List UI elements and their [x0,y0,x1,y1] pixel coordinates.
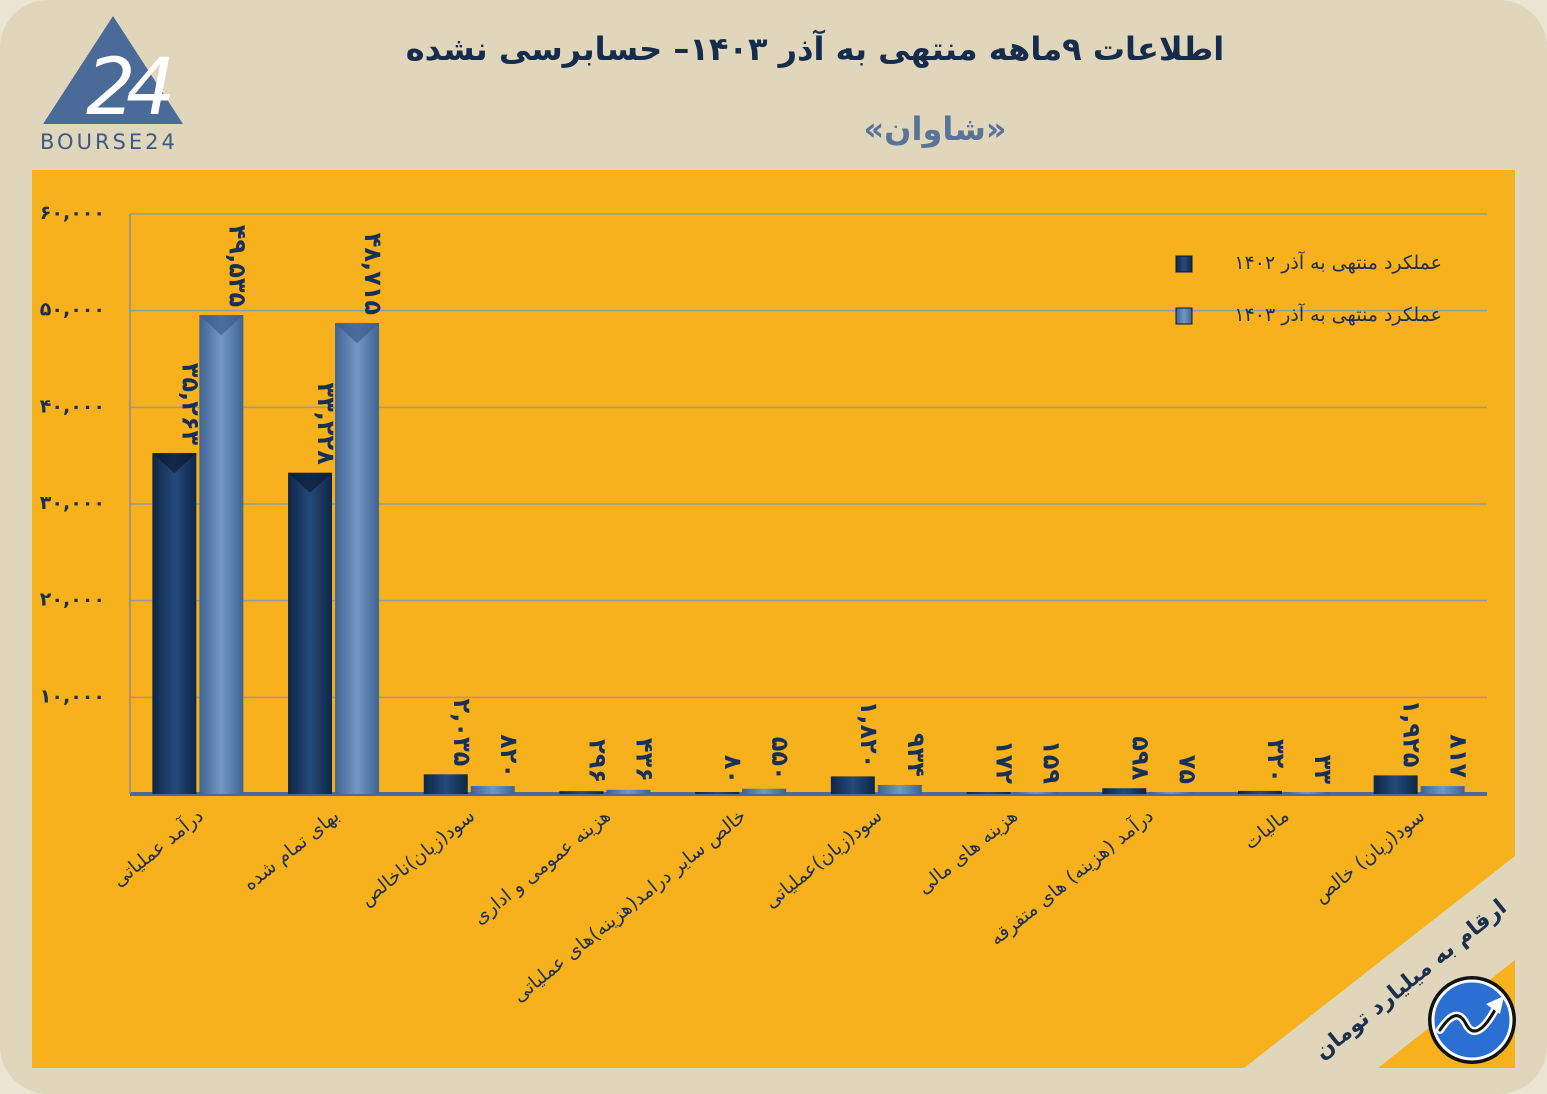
data-label: ۸۱۷ [1445,734,1473,778]
bar-1402 [1102,788,1147,794]
y-tick-label: ۶۰,۰۰۰ [40,202,105,224]
trend-arrow-badge-icon [1428,976,1516,1064]
bar-1403 [470,786,515,794]
bar-cap [288,472,333,493]
bar-cap [199,315,244,336]
logo-text: BOURSE24 [40,130,178,154]
data-label: ۷۵ [1173,755,1201,784]
page-title: اطلاعات ۹ماهه منتهی به آذر ۱۴۰۳– حسابرسی… [405,30,1225,68]
x-tick-label: هزینه های مالی [913,805,1022,899]
data-label: ۵۵۰ [766,737,794,781]
y-tick-label: ۲۰,۰۰۰ [40,589,105,611]
company-name: «شاوان» [863,110,1007,148]
svg-text:2: 2 [86,43,136,133]
data-label: ۳۲۰ [1262,739,1290,783]
bourse24-logo-icon: 2 4 [43,16,183,133]
data-label: ۱۷۲ [991,740,1019,784]
data-label: ۹۳۴ [902,733,930,777]
y-tick-label: ۴۰,۰۰۰ [40,395,105,417]
x-tick-label: سود(زیان) خالص [1310,805,1429,908]
bar-1403 [199,315,244,794]
y-tick-label: ۳۰,۰۰۰ [40,492,105,514]
legend-swatch [1175,255,1193,273]
data-label: ۲۹۶ [583,739,611,783]
bar-1402 [152,453,197,794]
bar-cap [152,453,197,474]
bar-1402 [423,774,468,794]
x-tick-label: مالیات [1240,805,1294,854]
bar-1403 [1284,792,1329,794]
data-label: ۴۳۶ [630,738,658,782]
y-tick-label: ۵۰,۰۰۰ [40,299,105,321]
svg-text:4: 4 [126,43,176,133]
bar-1403 [1149,792,1194,794]
bar-1403 [877,784,922,794]
data-label: ۳۳,۲۲۸ [312,382,340,465]
bar-1402 [1373,775,1418,794]
legend-label: عملکرد منتهی به آذر ۱۴۰۲ [1234,250,1442,274]
legend-label: عملکرد منتهی به آذر ۱۴۰۳ [1234,302,1442,326]
data-label: ۸۲۰ [495,734,523,778]
x-tick-label: خالص سایر درامد(هزینه)های عملیاتی [508,805,750,1007]
bar-1403 [1013,792,1058,794]
data-label: ۴۸,۷۱۵ [359,233,387,315]
bar-1402 [559,791,604,794]
x-tick-label: سود(زیان)عملیاتی [760,805,886,913]
data-label: ۱,۸۲۰ [855,701,883,769]
x-tick-label: درآمد عملیاتی [107,803,208,891]
legend-swatch [1175,307,1193,325]
x-tick-label: سود(زیان)ناخالص [356,805,479,911]
data-label: ۲,۰۳۵ [448,699,476,767]
y-tick-label: ۱۰,۰۰۰ [40,685,105,707]
bar-cap [335,323,380,344]
data-label: ۳۵,۲۶۳ [176,363,204,446]
data-label: ۵۹۸ [1126,736,1154,780]
bar-1403 [606,789,651,794]
bar-1402 [695,792,740,794]
bar-1402 [288,472,333,794]
bar-1403 [335,323,380,794]
bar-1402 [830,776,875,794]
bar-1403 [742,788,787,794]
data-label: ۱,۹۲۵ [1398,700,1426,768]
data-label: ۱۵۹ [1038,740,1066,784]
bar-1402 [1237,790,1282,794]
data-label: ۳۳ [1309,755,1337,785]
bar-1402 [966,792,1011,794]
x-tick-label: هزینه عمومی و اداری [469,805,615,929]
bar-1403 [1420,786,1465,794]
data-label: ۴۹,۵۳۵ [223,225,251,307]
x-tick-label: بهای تمام شده [239,805,343,895]
data-label: ۸۰ [719,755,747,784]
